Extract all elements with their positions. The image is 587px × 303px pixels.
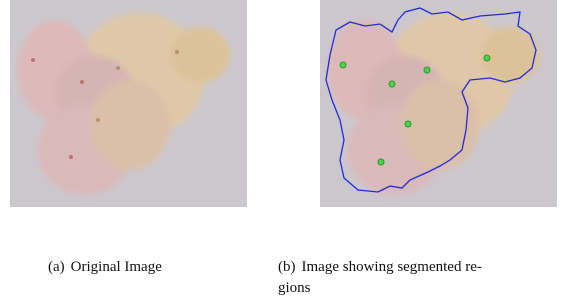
caption-text: Image showing segmented re- [302, 259, 482, 275]
caption: (b) Image showing segmented re- gions [278, 257, 488, 299]
figure-images [0, 0, 587, 215]
segmented-image [320, 0, 557, 207]
caption-text: Original Image [71, 259, 162, 275]
caption-text: gions [278, 278, 488, 299]
caption-line: (b) Image showing segmented re- [278, 257, 488, 278]
caption: (a) Original Image [48, 257, 168, 278]
subfigure-label: (a) [48, 259, 65, 275]
subfigure-label: (b) [278, 259, 296, 275]
original-image [10, 0, 247, 207]
figure: (a) Original Image (b) Image showing segme… [0, 0, 587, 303]
